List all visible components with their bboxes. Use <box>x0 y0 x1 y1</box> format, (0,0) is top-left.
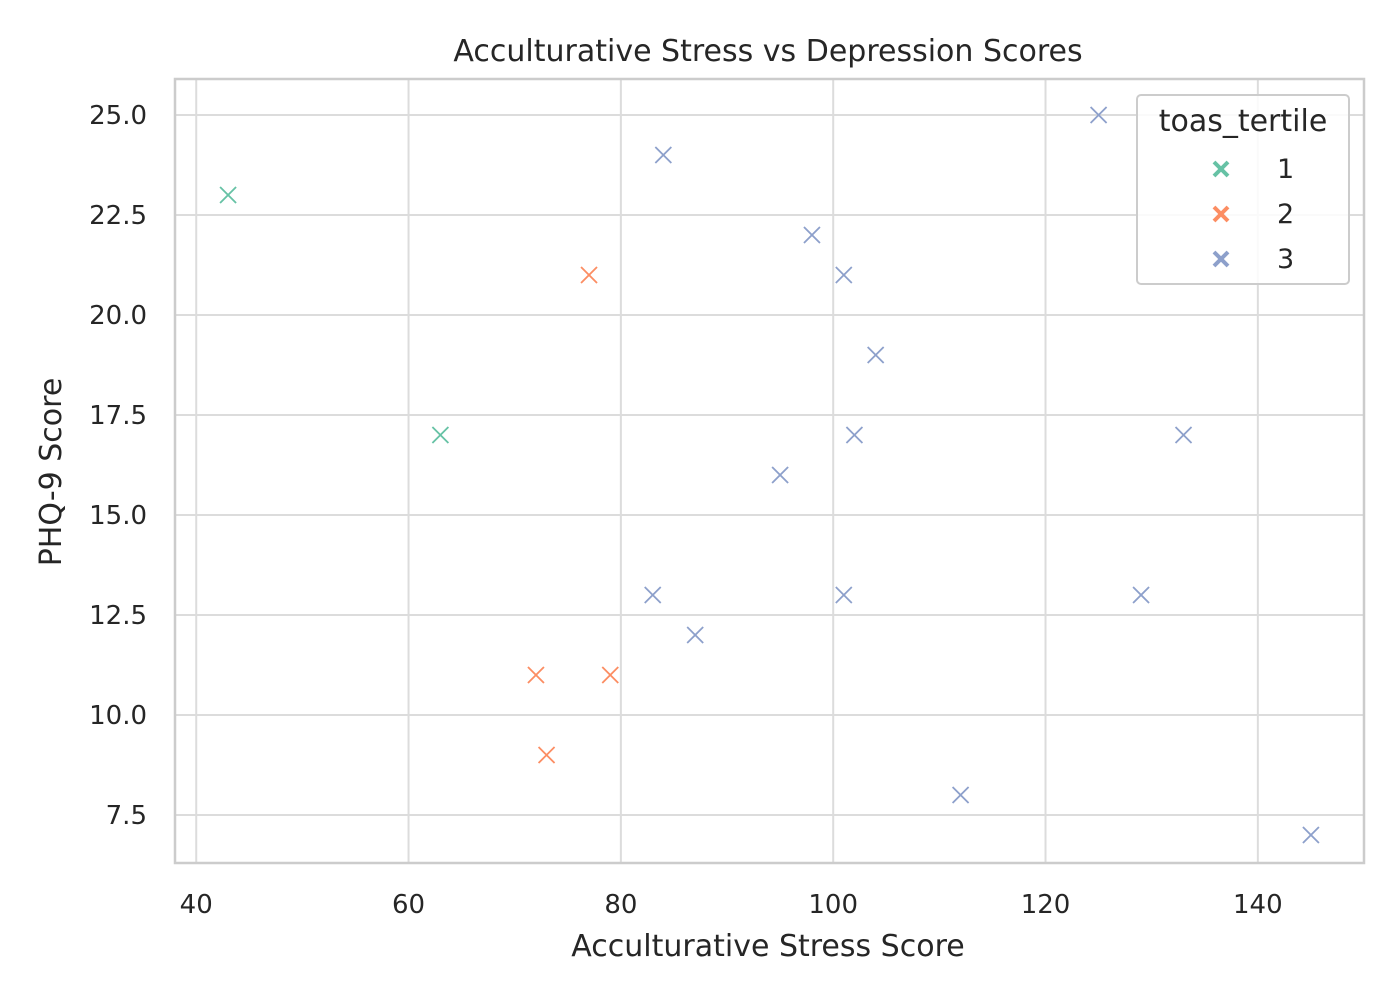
legend-marker-icon <box>1212 205 1230 223</box>
data-point <box>867 346 885 364</box>
y-tick-label: 25.0 <box>89 101 147 131</box>
data-point <box>601 666 619 684</box>
data-point <box>803 226 821 244</box>
x-tick-label: 40 <box>180 890 213 920</box>
data-point <box>771 466 789 484</box>
y-tick-label: 20.0 <box>89 301 147 331</box>
legend-box <box>1136 94 1350 285</box>
data-point <box>835 266 853 284</box>
data-point <box>537 746 556 764</box>
series-3 <box>644 106 1320 844</box>
legend: toas_tertile 1 2 3 <box>1136 94 1350 285</box>
legend-marker-icon <box>1212 250 1230 268</box>
x-tick-label: 60 <box>392 890 425 920</box>
chart-title: Acculturative Stress vs Depression Score… <box>453 34 1082 69</box>
tick-labels: 40 60 80 100 120 140 7.5 10.0 12.5 15.0 17.5 20.0 22… <box>89 101 1283 920</box>
data-point <box>686 626 704 644</box>
legend-label: 2 <box>1277 199 1294 230</box>
data-point <box>951 786 970 804</box>
data-point <box>219 186 237 204</box>
data-point <box>1174 426 1193 444</box>
data-point <box>1132 586 1150 604</box>
series-2 <box>527 266 619 764</box>
data-points <box>219 106 1320 844</box>
y-tick-label: 17.5 <box>89 401 147 431</box>
data-point <box>580 266 598 284</box>
legend-marker-icon <box>1212 160 1230 178</box>
x-tick-label: 80 <box>604 890 637 920</box>
x-tick-label: 100 <box>808 890 858 920</box>
legend-title: toas_tertile <box>1159 104 1328 139</box>
y-tick-label: 22.5 <box>89 201 147 231</box>
legend-label: 1 <box>1277 154 1294 185</box>
x-tick-label: 140 <box>1233 890 1283 920</box>
x-axis-label: Acculturative Stress Score <box>571 929 964 964</box>
plot-frame <box>173 77 1366 865</box>
y-tick-label: 7.5 <box>106 801 147 831</box>
y-tick-label: 12.5 <box>89 601 147 631</box>
data-point <box>835 586 853 604</box>
x-tick-label: 120 <box>1021 890 1071 920</box>
series-1 <box>219 186 450 444</box>
data-point <box>845 426 864 444</box>
legend-entries: 1 2 3 <box>1212 154 1294 275</box>
data-point <box>644 586 662 604</box>
data-point <box>527 666 545 684</box>
data-point <box>1302 826 1320 844</box>
data-point <box>654 146 672 164</box>
y-tick-label: 15.0 <box>89 501 147 531</box>
y-axis-label: PHQ-9 Score <box>34 378 69 567</box>
y-tick-label: 10.0 <box>89 701 147 731</box>
data-point <box>1089 106 1108 124</box>
legend-label: 3 <box>1277 244 1294 275</box>
data-point <box>431 426 450 444</box>
